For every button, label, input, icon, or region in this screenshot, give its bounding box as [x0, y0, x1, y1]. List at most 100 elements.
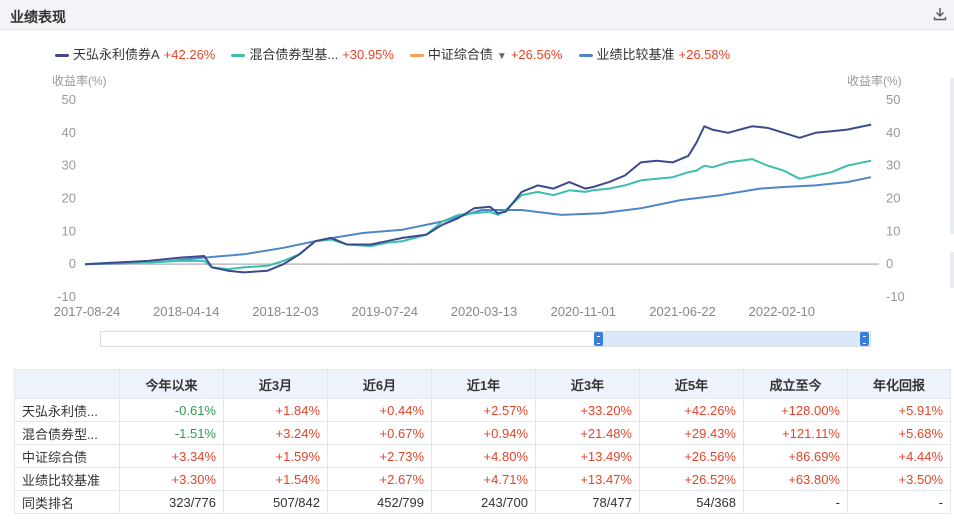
x-tick-label: 2018-12-03	[252, 304, 319, 319]
side-panel-tab-small[interactable]	[950, 252, 954, 288]
legend-label: 混合债券型基...	[249, 47, 339, 62]
range-slider[interactable]	[100, 331, 871, 347]
x-tick-label: 2022-02-10	[749, 304, 816, 319]
table-cell: -1.51%	[119, 421, 224, 445]
table-cell: +26.56%	[639, 444, 744, 468]
series-line	[84, 158, 872, 271]
column-header: 近6月	[327, 369, 432, 399]
x-tick-label: 2021-06-22	[649, 304, 716, 319]
legend-swatch	[578, 54, 593, 58]
legend-return: +26.56%	[510, 47, 563, 62]
table-row: 同类排名 323/776 507/842 452/799 243/700 78/477 54…	[14, 490, 951, 514]
row-label: 混合债券型...	[14, 421, 120, 445]
table-cell: -	[847, 490, 951, 514]
chevron-down-icon[interactable]: ▼	[496, 51, 507, 62]
table-cell: +29.43%	[639, 421, 744, 445]
table-cell: +2.73%	[327, 444, 432, 468]
y-tick-label-right: 0	[886, 256, 893, 271]
table-row: 中证综合债 +3.34% +1.59% +2.73% +4.80% +13.49% +26.…	[14, 444, 951, 468]
table-cell: +121.11%	[743, 421, 848, 445]
legend-item[interactable]: 中证综合债 ▼ +26.56%	[409, 44, 563, 63]
table-cell: +3.30%	[119, 467, 224, 491]
chart-legend: 天弘永利债券A +42.26% 混合债券型基... +30.95% 中证综合债 ▼ +26.…	[55, 44, 746, 64]
table-cell: +2.67%	[327, 467, 432, 491]
table-cell: +33.20%	[535, 398, 640, 422]
slider-left-handle[interactable]	[594, 332, 603, 346]
y-tick-label-left: 40	[62, 125, 76, 140]
legend-swatch	[409, 54, 424, 58]
column-header: 近1年	[431, 369, 536, 399]
table-cell: +0.67%	[327, 421, 432, 445]
y-tick-label-left: 50	[62, 92, 76, 107]
legend-item[interactable]: 天弘永利债券A +42.26%	[55, 44, 215, 63]
y-tick-label-left: 10	[62, 223, 76, 238]
table-cell: 243/700	[431, 490, 536, 514]
table-header-row: 今年以来 近3月 近6月 近1年 近3年 近5年 成立至今 年化回报	[14, 369, 951, 399]
table-cell: +4.80%	[431, 444, 536, 468]
legend-item[interactable]: 业绩比较基准 +26.58%	[578, 44, 731, 63]
legend-label: 中证综合债	[427, 47, 493, 62]
slider-selection[interactable]	[598, 332, 866, 346]
table-row: 天弘永利债... -0.61% +1.84% +0.44% +2.57% +33.20% +…	[14, 398, 951, 422]
table-row: 业绩比较基准 +3.30% +1.54% +2.67% +4.71% +13.47% +26…	[14, 467, 951, 491]
row-label: 中证综合债	[14, 444, 120, 468]
table-cell: -	[743, 490, 848, 514]
y-tick-label-right: 20	[886, 191, 900, 206]
x-tick-label: 2019-07-24	[352, 304, 419, 319]
table-cell: 452/799	[327, 490, 432, 514]
section-title: 业绩表现	[10, 9, 66, 25]
table-cell: +1.54%	[223, 467, 328, 491]
y-tick-label-right: 50	[886, 92, 900, 107]
y-axis-label-right: 收益率(%)	[847, 74, 902, 88]
legend-return: +26.58%	[678, 47, 731, 62]
table-cell: +128.00%	[743, 398, 848, 422]
row-label: 同类排名	[14, 490, 120, 514]
column-header	[14, 369, 120, 399]
table-cell: +3.50%	[847, 467, 951, 491]
y-tick-label-left: 0	[69, 256, 76, 271]
column-header: 今年以来	[119, 369, 224, 399]
x-tick-label: 2018-04-14	[153, 304, 220, 319]
legend-label: 天弘永利债券A	[73, 47, 160, 62]
table-cell: 54/368	[639, 490, 744, 514]
table-cell: -0.61%	[119, 398, 224, 422]
x-tick-label: 2020-03-13	[451, 304, 518, 319]
table-cell: +4.71%	[431, 467, 536, 491]
table-cell: +21.48%	[535, 421, 640, 445]
table-cell: +13.49%	[535, 444, 640, 468]
table-cell: +42.26%	[639, 398, 744, 422]
legend-item[interactable]: 混合债券型基... +30.95%	[231, 44, 394, 63]
series-line	[84, 176, 872, 266]
y-tick-label-right: -10	[886, 289, 905, 304]
download-icon[interactable]	[932, 6, 948, 22]
y-tick-label-left: 30	[62, 158, 76, 173]
section-header: 业绩表现	[0, 0, 954, 30]
table-cell: +5.68%	[847, 421, 951, 445]
x-tick-label: 2020-11-01	[550, 304, 616, 319]
column-header: 近5年	[639, 369, 744, 399]
column-header: 近3年	[535, 369, 640, 399]
y-tick-label-right: 40	[886, 125, 900, 140]
legend-return: +30.95%	[342, 47, 394, 62]
table-row: 混合债券型... -1.51% +3.24% +0.67% +0.94% +21.48% +…	[14, 421, 951, 445]
legend-label: 业绩比较基准	[596, 47, 675, 62]
row-label: 业绩比较基准	[14, 467, 120, 491]
table-cell: +4.44%	[847, 444, 951, 468]
table-cell: 78/477	[535, 490, 640, 514]
table-cell: +63.80%	[743, 467, 848, 491]
table-cell: +0.94%	[431, 421, 536, 445]
y-tick-label-right: 30	[886, 158, 900, 173]
table-cell: +5.91%	[847, 398, 951, 422]
y-tick-label-left: 20	[62, 191, 76, 206]
legend-return: +42.26%	[163, 47, 216, 62]
slider-right-handle[interactable]	[860, 332, 869, 346]
table-cell: +2.57%	[431, 398, 536, 422]
column-header: 年化回报	[847, 369, 951, 399]
y-tick-label-left: -10	[57, 289, 76, 304]
table-cell: +86.69%	[743, 444, 848, 468]
legend-swatch	[55, 54, 69, 58]
column-header: 成立至今	[743, 369, 848, 399]
side-panel-tab[interactable]	[950, 78, 954, 234]
table-cell: 507/842	[223, 490, 328, 514]
